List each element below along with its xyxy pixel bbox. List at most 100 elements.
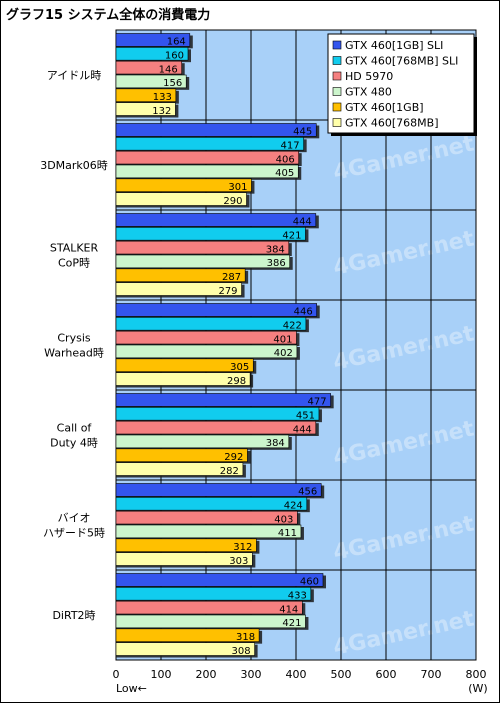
bar (115, 192, 247, 206)
data-label: 403 (274, 514, 293, 525)
data-label: 460 (300, 577, 319, 588)
data-label: 417 (281, 141, 300, 152)
bar (115, 47, 189, 61)
bar (115, 483, 322, 497)
legend-swatch (332, 102, 342, 112)
bar (115, 358, 254, 372)
bar (115, 407, 320, 421)
data-label: 318 (236, 632, 255, 643)
data-label: 451 (296, 411, 315, 422)
data-label: 421 (282, 618, 301, 629)
bar (115, 538, 257, 552)
x-tick-label: 300 (241, 668, 262, 681)
bar (115, 587, 312, 601)
legend-entry: HD 5970 (345, 70, 393, 83)
data-label: 301 (228, 182, 247, 193)
bar (115, 137, 304, 151)
legend-entry: GTX 460[768MB] (345, 117, 439, 130)
data-label: 406 (276, 154, 295, 165)
data-label: 445 (293, 127, 312, 138)
category-label: ハザード5時 (43, 527, 105, 540)
legend-swatch (332, 56, 342, 65)
category-label: Crysis (57, 332, 91, 345)
data-label: 444 (293, 424, 312, 435)
bar (115, 88, 177, 102)
data-label: 164 (167, 37, 186, 48)
data-label: 421 (282, 231, 301, 242)
bar (115, 60, 182, 75)
data-label: 279 (218, 286, 237, 297)
data-label: 414 (279, 604, 298, 615)
data-label: 456 (298, 487, 317, 498)
category-label: Duty 4時 (50, 437, 98, 450)
data-label: 133 (153, 92, 172, 103)
data-label: 422 (283, 321, 302, 332)
data-label: 477 (308, 397, 327, 408)
data-label: 146 (159, 64, 178, 75)
bar (115, 448, 248, 462)
chart-title: グラフ15 システム全体の消費電力 (6, 8, 211, 23)
bar (115, 303, 317, 317)
data-label: 132 (152, 106, 171, 117)
bar (115, 462, 244, 476)
category-label: Warhead時 (44, 347, 104, 360)
bar (115, 268, 246, 282)
legend-entry: GTX 480 (345, 86, 392, 99)
x-tick-label: 500 (331, 668, 352, 681)
x-tick-label: 700 (421, 668, 442, 681)
category-label: CoP時 (58, 257, 90, 270)
bar (115, 33, 191, 47)
bar (115, 164, 299, 179)
data-label: 401 (273, 334, 292, 345)
bar (115, 434, 290, 449)
data-label: 303 (229, 556, 248, 567)
legend-swatch (332, 118, 342, 127)
data-label: 444 (293, 217, 312, 228)
data-label: 402 (274, 348, 293, 359)
x-tick-label: 600 (376, 668, 397, 681)
bar (115, 227, 306, 241)
bar (115, 420, 317, 435)
bar (115, 317, 307, 331)
data-label: 292 (224, 452, 243, 463)
x-tick-label: 800 (466, 668, 487, 681)
data-label: 405 (275, 168, 294, 179)
data-label: 298 (227, 376, 246, 387)
bar (115, 150, 299, 165)
bar (115, 393, 331, 407)
bar (115, 254, 290, 269)
legend-box (327, 33, 475, 134)
bar (115, 552, 253, 566)
bar (115, 497, 308, 511)
bar (115, 524, 302, 539)
bar (115, 600, 303, 615)
data-label: 308 (232, 646, 251, 657)
bar (115, 178, 252, 192)
bar (115, 372, 251, 386)
bar (115, 330, 297, 345)
data-label: 384 (266, 244, 285, 255)
data-label: 305 (230, 362, 249, 373)
x-axis-unit: (W) (468, 682, 487, 695)
data-label: 290 (223, 196, 242, 207)
bar (115, 102, 176, 116)
x-tick-label: 0 (113, 668, 120, 681)
bar (115, 74, 187, 89)
data-label: 446 (294, 307, 313, 318)
data-label: 411 (278, 528, 297, 539)
legend-entry: GTX 460[1GB] SLI (345, 39, 443, 52)
bar (115, 240, 290, 255)
data-label: 424 (284, 501, 303, 512)
category-label: 3DMark06時 (40, 159, 108, 172)
legend: GTX 460[1GB] SLI GTX 460[768MB] SLI HD 597… (327, 33, 475, 134)
legend-entry: GTX 460[1GB] (345, 101, 424, 114)
legend-swatch (332, 40, 342, 50)
bar (115, 573, 324, 587)
data-label: 433 (288, 591, 307, 602)
bar (115, 642, 255, 656)
data-label: 386 (267, 258, 286, 269)
bar (115, 282, 242, 296)
data-label: 282 (220, 466, 239, 477)
data-label: 384 (266, 438, 285, 449)
